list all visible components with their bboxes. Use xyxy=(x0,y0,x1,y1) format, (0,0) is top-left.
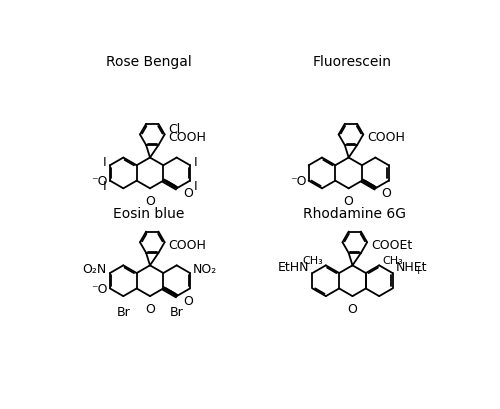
Text: ⁻O: ⁻O xyxy=(91,175,108,188)
Text: COOEt: COOEt xyxy=(371,238,412,252)
Text: Fluorescein: Fluorescein xyxy=(313,54,392,68)
Text: I: I xyxy=(194,155,198,169)
Text: ⁻O: ⁻O xyxy=(290,175,306,188)
Text: COOH: COOH xyxy=(168,131,206,144)
Text: O: O xyxy=(145,194,155,207)
Text: Br: Br xyxy=(116,306,130,319)
Text: O₂N: O₂N xyxy=(82,262,107,275)
Text: EtHN: EtHN xyxy=(278,261,310,274)
Text: O: O xyxy=(183,294,192,308)
Text: Cl: Cl xyxy=(168,122,180,135)
Text: O: O xyxy=(382,187,392,200)
Text: ⁻O: ⁻O xyxy=(91,282,108,295)
Text: NHEt: NHEt xyxy=(396,261,427,274)
Text: I: I xyxy=(102,179,106,192)
Text: O: O xyxy=(344,194,353,207)
Text: Eosin blue: Eosin blue xyxy=(113,207,184,220)
Text: NO₂: NO₂ xyxy=(193,262,218,275)
Text: O: O xyxy=(348,302,358,315)
Text: COOH: COOH xyxy=(168,238,206,252)
Text: I: I xyxy=(194,179,198,192)
Text: Rhodamine 6G: Rhodamine 6G xyxy=(304,207,406,220)
Text: COOH: COOH xyxy=(367,131,405,144)
Text: O: O xyxy=(145,302,155,315)
Text: I: I xyxy=(102,155,106,169)
Text: CH₃: CH₃ xyxy=(302,255,322,265)
Text: O: O xyxy=(183,187,192,200)
Text: CH₃: CH₃ xyxy=(382,255,403,265)
Text: +: + xyxy=(414,265,424,275)
Text: Br: Br xyxy=(170,306,183,319)
Text: Rose Bengal: Rose Bengal xyxy=(106,54,192,68)
